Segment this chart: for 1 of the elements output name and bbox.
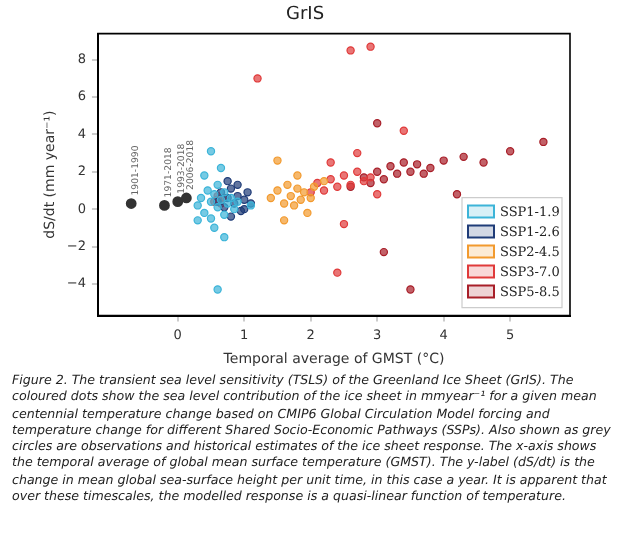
chart-title: GrIS bbox=[285, 5, 325, 26]
